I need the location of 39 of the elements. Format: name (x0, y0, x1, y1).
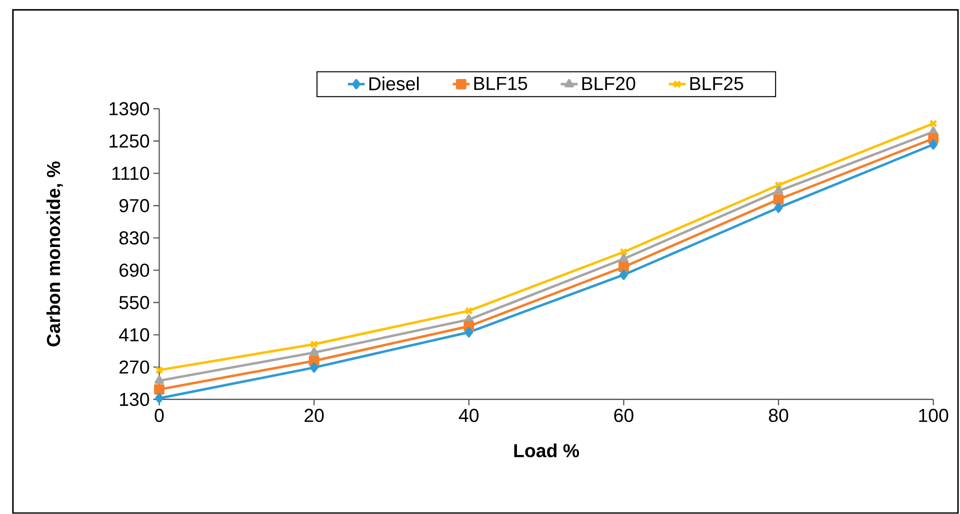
x-tick-label: 0 (154, 408, 164, 422)
point (774, 186, 784, 194)
y-tick-label: 410 (119, 328, 150, 342)
point (929, 139, 938, 150)
y-tick-label: 970 (119, 199, 150, 212)
x-tick-label: 60 (614, 408, 634, 422)
y-tick-label: 550 (119, 296, 150, 310)
point (618, 262, 629, 272)
legend-label: BLF20 (582, 76, 636, 90)
point (620, 248, 628, 256)
y-tick-label: 270 (120, 360, 150, 374)
x-tick-label: 20 (304, 408, 324, 422)
point (774, 202, 783, 213)
x-tick-label: 40 (458, 408, 479, 422)
x-axis-title: Load % (514, 444, 580, 458)
point (154, 384, 164, 395)
y-tick-label: 1390 (110, 102, 150, 116)
point (309, 347, 319, 356)
x-tick-label: 100 (919, 408, 948, 422)
point (310, 340, 318, 348)
y-tick-label: 130 (120, 392, 150, 406)
y-tick-label: 830 (119, 231, 150, 245)
legend-label: BLF15 (474, 77, 528, 90)
y-tick-label: 1250 (110, 134, 150, 148)
point (154, 376, 164, 384)
y-tick-label: 1110 (112, 166, 150, 180)
y-tick-label: 690 (120, 264, 150, 277)
legend-label: Diesel (369, 76, 419, 90)
point (773, 194, 784, 205)
point (774, 181, 783, 190)
point (464, 306, 473, 315)
point (619, 254, 628, 262)
legend-label: BLF25 (690, 76, 744, 90)
point (619, 270, 628, 280)
point (464, 327, 474, 338)
x-tick-label: 80 (768, 408, 788, 422)
point (155, 393, 164, 404)
y-axis-title: Carbon monoxide, % (46, 162, 63, 346)
point (310, 362, 318, 373)
